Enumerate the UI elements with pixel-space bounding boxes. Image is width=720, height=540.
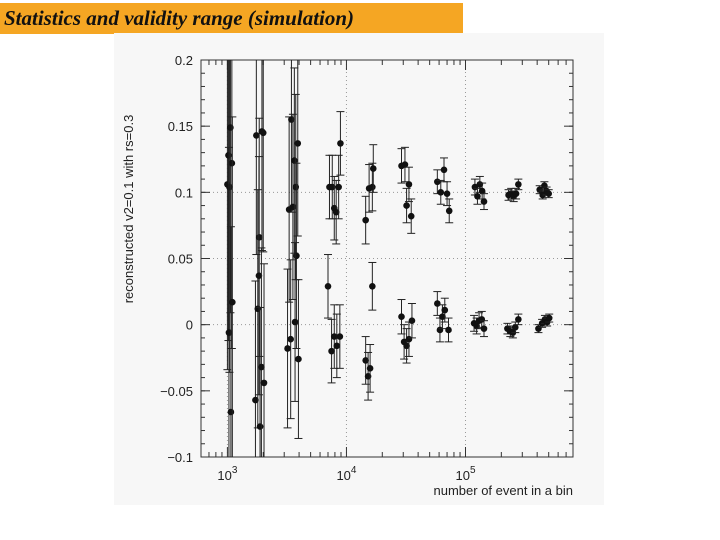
data-point bbox=[295, 355, 302, 363]
data-point bbox=[336, 333, 344, 340]
plot-panel: −0.1 −0.05 0 0.05 0.1 0.15 0.2 103 104 105 recons… bbox=[114, 33, 604, 505]
data-point bbox=[337, 140, 344, 147]
data-point bbox=[330, 333, 338, 340]
data-point bbox=[227, 408, 235, 416]
data-point bbox=[369, 183, 376, 191]
data-point bbox=[258, 363, 265, 371]
data-point bbox=[293, 252, 300, 260]
slide-title: Statistics and validity range (simulatio… bbox=[4, 6, 355, 30]
data-point bbox=[366, 365, 374, 372]
data-point bbox=[515, 316, 522, 323]
data-point bbox=[335, 183, 342, 191]
data-point bbox=[252, 396, 259, 404]
data-point bbox=[439, 313, 446, 321]
data-point bbox=[255, 272, 263, 280]
data-point bbox=[328, 347, 335, 355]
data-point bbox=[474, 193, 481, 200]
data-point bbox=[398, 313, 405, 321]
data-point bbox=[511, 324, 519, 331]
data-point bbox=[443, 190, 451, 197]
data-point bbox=[401, 161, 409, 168]
data-point bbox=[437, 189, 445, 196]
y-axis-label: reconstructed v2=0.1 with rs=0.3 bbox=[121, 115, 136, 304]
data-point bbox=[445, 207, 453, 215]
data-point bbox=[294, 140, 302, 147]
data-point bbox=[253, 132, 260, 139]
data-point bbox=[515, 181, 522, 188]
data-point bbox=[512, 190, 520, 197]
data-point bbox=[289, 203, 297, 211]
y-tick-label: 0.1 bbox=[175, 185, 193, 200]
slide-title-box: Statistics and validity range (simulatio… bbox=[0, 3, 463, 34]
axes: −0.1 −0.05 0 0.05 0.1 0.15 0.2 103 104 105 bbox=[160, 53, 574, 483]
y-tick-label: −0.1 bbox=[167, 450, 193, 465]
data-point bbox=[333, 342, 341, 350]
data-point bbox=[445, 326, 452, 334]
data-point bbox=[256, 423, 264, 430]
data-point bbox=[545, 190, 553, 197]
data-point bbox=[441, 306, 449, 314]
data-point bbox=[362, 216, 369, 224]
data-point bbox=[287, 335, 294, 343]
data-point bbox=[369, 282, 376, 290]
data-marks bbox=[223, 60, 554, 457]
data-point bbox=[434, 300, 441, 307]
x-tick-label: 104 bbox=[336, 465, 356, 483]
data-point bbox=[284, 345, 291, 352]
x-tick-label: 103 bbox=[217, 465, 237, 483]
y-tick-label: 0 bbox=[186, 318, 193, 333]
data-point bbox=[403, 202, 410, 209]
data-point bbox=[480, 325, 488, 332]
data-point bbox=[434, 178, 441, 186]
y-tick-label: 0.2 bbox=[175, 53, 193, 68]
scatter-chart: −0.1 −0.05 0 0.05 0.1 0.15 0.2 103 104 105 recons… bbox=[121, 53, 574, 498]
data-point bbox=[362, 357, 369, 364]
data-point bbox=[288, 116, 295, 123]
data-point bbox=[408, 317, 416, 324]
data-point bbox=[403, 342, 410, 350]
data-point bbox=[440, 166, 448, 174]
data-point bbox=[478, 187, 486, 195]
data-point bbox=[405, 181, 413, 188]
data-point bbox=[407, 212, 415, 220]
data-point bbox=[545, 314, 553, 322]
y-tick-label: 0.05 bbox=[168, 252, 193, 267]
data-point bbox=[332, 208, 340, 216]
data-point bbox=[405, 335, 413, 343]
data-point bbox=[369, 165, 377, 172]
y-tick-label: −0.05 bbox=[160, 384, 193, 399]
data-point bbox=[229, 298, 236, 306]
data-point bbox=[259, 129, 267, 137]
data-point bbox=[260, 379, 268, 387]
x-tick-label: 105 bbox=[455, 465, 475, 483]
data-point bbox=[291, 318, 299, 326]
data-point bbox=[480, 198, 488, 205]
y-tick-label: 0.15 bbox=[168, 119, 193, 134]
data-point bbox=[324, 282, 332, 290]
x-axis-label: number of event in a bin bbox=[434, 483, 573, 498]
